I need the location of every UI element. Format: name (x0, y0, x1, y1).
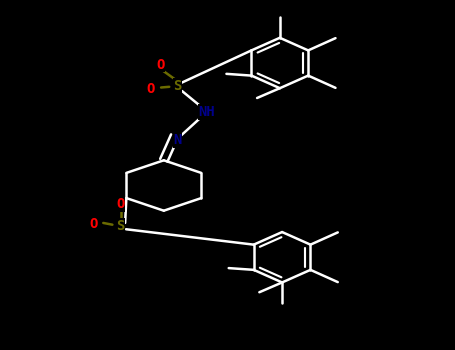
Text: S: S (173, 79, 182, 93)
Text: O: O (156, 58, 164, 72)
Text: NH: NH (199, 105, 215, 119)
Text: O: O (89, 217, 97, 231)
Text: N: N (173, 133, 182, 147)
Text: S: S (116, 219, 125, 233)
Text: O: O (147, 82, 155, 96)
Text: O: O (116, 197, 125, 211)
